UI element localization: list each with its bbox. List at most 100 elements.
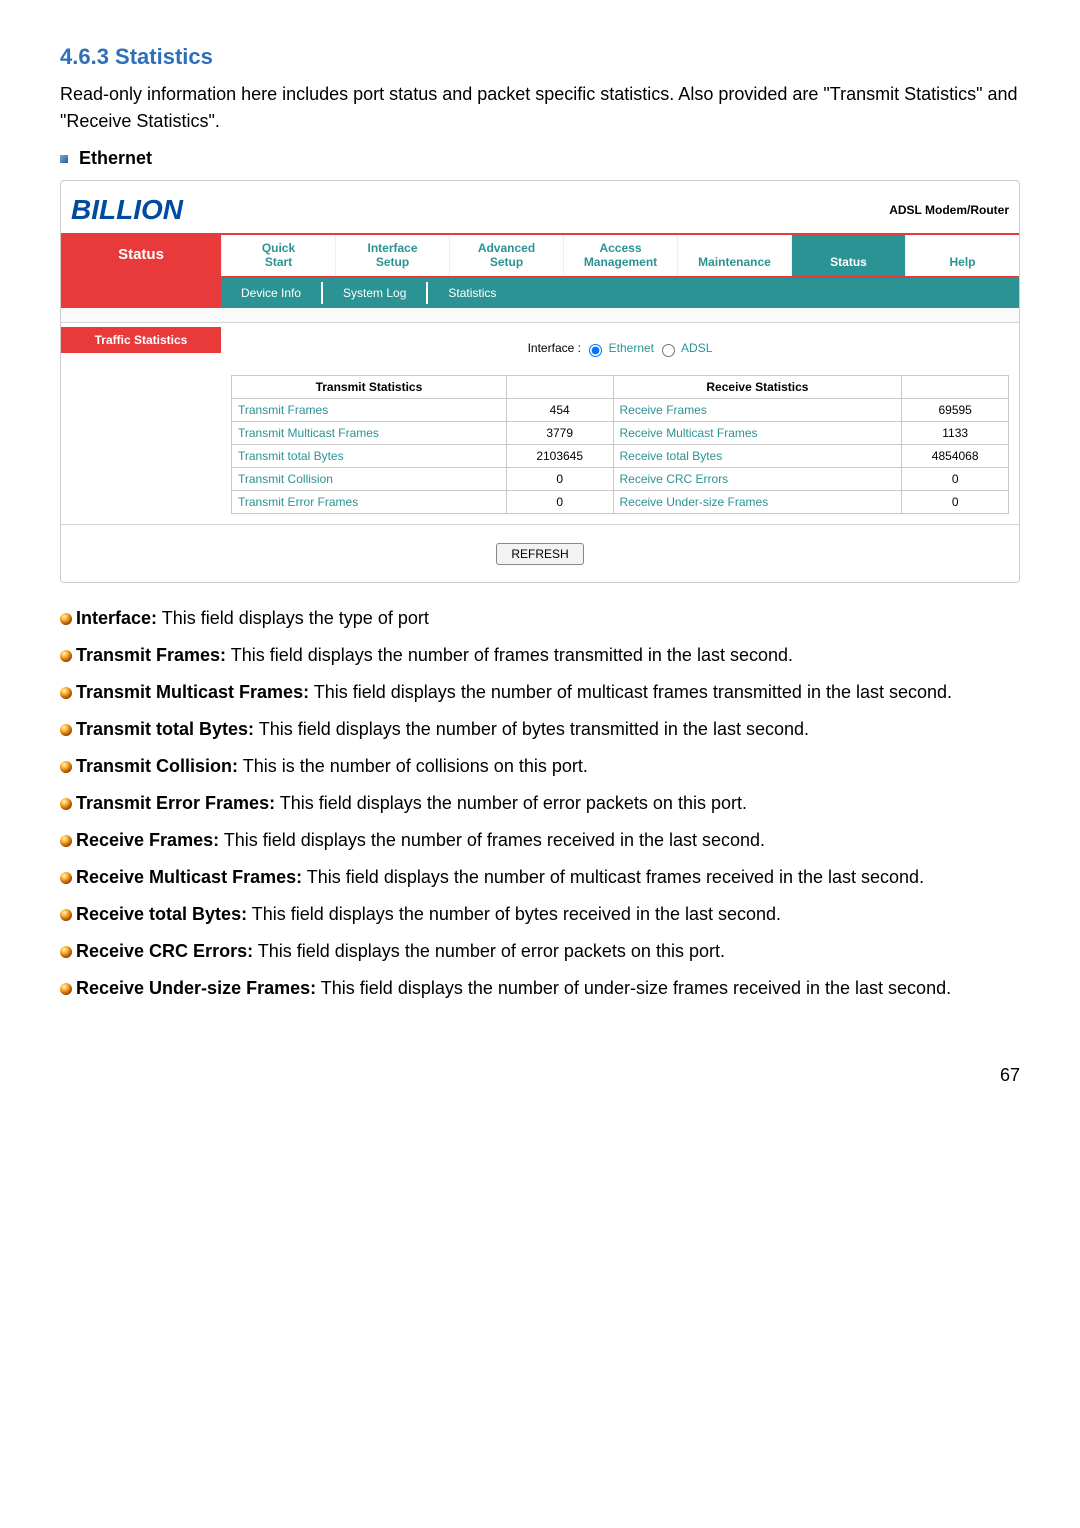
list-item: Transmit Multicast Frames: This field di…: [60, 679, 1020, 706]
bullet-icon: [60, 872, 72, 884]
cell: 0: [506, 467, 613, 490]
subtab-system-log[interactable]: System Log: [323, 282, 428, 304]
tab-text: Management: [584, 255, 657, 269]
brand-logo: BILLION: [71, 189, 183, 231]
list-item: Interface: This field displays the type …: [60, 605, 1020, 632]
def: This field displays the number of error …: [275, 793, 747, 813]
spacer: [61, 308, 1019, 323]
def: This field displays the number of bytes …: [254, 719, 809, 739]
term: Transmit Error Frames:: [76, 793, 275, 813]
sub-tabs-row: Device Info System Log Statistics: [61, 278, 1019, 308]
tab-text: Access: [599, 241, 641, 255]
router-ui-screenshot: BILLION ADSL Modem/Router Status Quick S…: [60, 180, 1020, 583]
cell: Transmit Frames: [232, 398, 507, 421]
tab-text: Advanced: [478, 241, 535, 255]
refresh-button[interactable]: REFRESH: [496, 543, 583, 565]
tab-advanced-setup[interactable]: Advanced Setup: [449, 235, 563, 276]
def: This field displays the number of multic…: [302, 867, 924, 887]
tab-access-management[interactable]: Access Management: [563, 235, 677, 276]
cell: Receive total Bytes: [613, 444, 902, 467]
interface-selector: Interface : Ethernet ADSL: [231, 339, 1009, 357]
def: This is the number of collisions on this…: [238, 756, 588, 776]
table-row: Transmit Error Frames 0 Receive Under-si…: [232, 490, 1009, 513]
list-item: Transmit total Bytes: This field display…: [60, 716, 1020, 743]
cell: Transmit Collision: [232, 467, 507, 490]
list-item: Transmit Frames: This field displays the…: [60, 642, 1020, 669]
table-row: Transmit Collision 0 Receive CRC Errors …: [232, 467, 1009, 490]
def: This field displays the number of frames…: [226, 645, 793, 665]
table-row: Transmit total Bytes 2103645 Receive tot…: [232, 444, 1009, 467]
iface-eth: Ethernet: [609, 341, 654, 355]
bullet-icon: [60, 687, 72, 699]
tab-help[interactable]: Help: [905, 235, 1019, 276]
cell: Transmit total Bytes: [232, 444, 507, 467]
device-type: ADSL Modem/Router: [889, 201, 1009, 219]
cell: 0: [506, 490, 613, 513]
tab-text: Start: [265, 255, 292, 269]
cell: Receive Multicast Frames: [613, 421, 902, 444]
term: Interface:: [76, 608, 157, 628]
tab-maintenance[interactable]: Maintenance: [677, 235, 791, 276]
tab-text: Quick: [262, 241, 295, 255]
tab-text: Setup: [376, 255, 409, 269]
list-item: Transmit Error Frames: This field displa…: [60, 790, 1020, 817]
term: Transmit total Bytes:: [76, 719, 254, 739]
tab-interface-setup[interactable]: Interface Setup: [335, 235, 449, 276]
table-row: Transmit Multicast Frames 3779 Receive M…: [232, 421, 1009, 444]
cell: 4854068: [902, 444, 1009, 467]
tab-text: Help: [949, 255, 975, 269]
def: This field displays the number of bytes …: [247, 904, 781, 924]
subtab-statistics[interactable]: Statistics: [428, 282, 516, 304]
bullet-icon: [60, 761, 72, 773]
refresh-row: REFRESH: [61, 524, 1019, 582]
radio-adsl[interactable]: [662, 344, 675, 357]
top-navbar: Status Quick Start Interface Setup Advan…: [61, 233, 1019, 278]
brand-row: BILLION ADSL Modem/Router: [61, 181, 1019, 233]
th-blank: [902, 375, 1009, 398]
def: This field displays the number of frames…: [219, 830, 765, 850]
tab-text: Setup: [490, 255, 523, 269]
bullet-icon: [60, 835, 72, 847]
list-item: Receive total Bytes: This field displays…: [60, 901, 1020, 928]
square-bullet-icon: [60, 155, 68, 163]
list-item: Receive CRC Errors: This field displays …: [60, 938, 1020, 965]
stats-table: Transmit Statistics Receive Statistics T…: [231, 375, 1009, 514]
th-tx: Transmit Statistics: [232, 375, 507, 398]
bullet-icon: [60, 613, 72, 625]
sub-tabs: Device Info System Log Statistics: [221, 278, 1019, 308]
cell: 2103645: [506, 444, 613, 467]
side-label: Traffic Statistics: [61, 323, 221, 524]
subtab-device-info[interactable]: Device Info: [221, 282, 323, 304]
bullet-icon: [60, 724, 72, 736]
term: Receive Frames:: [76, 830, 219, 850]
bullet-icon: [60, 909, 72, 921]
radio-ethernet[interactable]: [589, 344, 602, 357]
tab-quick-start[interactable]: Quick Start: [221, 235, 335, 276]
tab-text: Maintenance: [698, 255, 771, 269]
nav-tabs: Quick Start Interface Setup Advanced Set…: [221, 235, 1019, 276]
def: This field displays the number of multic…: [309, 682, 952, 702]
tab-text: Interface: [367, 241, 417, 255]
subsection-ethernet: Ethernet: [60, 145, 1020, 172]
def: This field displays the type of port: [157, 608, 429, 628]
term: Transmit Collision:: [76, 756, 238, 776]
table-row: Transmit Statistics Receive Statistics: [232, 375, 1009, 398]
th-blank: [506, 375, 613, 398]
cell: Transmit Error Frames: [232, 490, 507, 513]
page-number: 67: [60, 1062, 1020, 1089]
term: Receive CRC Errors:: [76, 941, 253, 961]
def: This field displays the number of error …: [253, 941, 725, 961]
cell: 69595: [902, 398, 1009, 421]
tab-text: Status: [830, 255, 867, 269]
cell: Receive Under-size Frames: [613, 490, 902, 513]
cell: 0: [902, 467, 1009, 490]
intro-text: Read-only information here includes port…: [60, 81, 1020, 135]
term: Transmit Frames:: [76, 645, 226, 665]
cell: 0: [902, 490, 1009, 513]
tab-status[interactable]: Status: [791, 235, 905, 276]
section-title: 4.6.3 Statistics: [60, 40, 1020, 73]
cell: 454: [506, 398, 613, 421]
bullet-icon: [60, 650, 72, 662]
cell: 3779: [506, 421, 613, 444]
def: This field displays the number of under-…: [316, 978, 951, 998]
